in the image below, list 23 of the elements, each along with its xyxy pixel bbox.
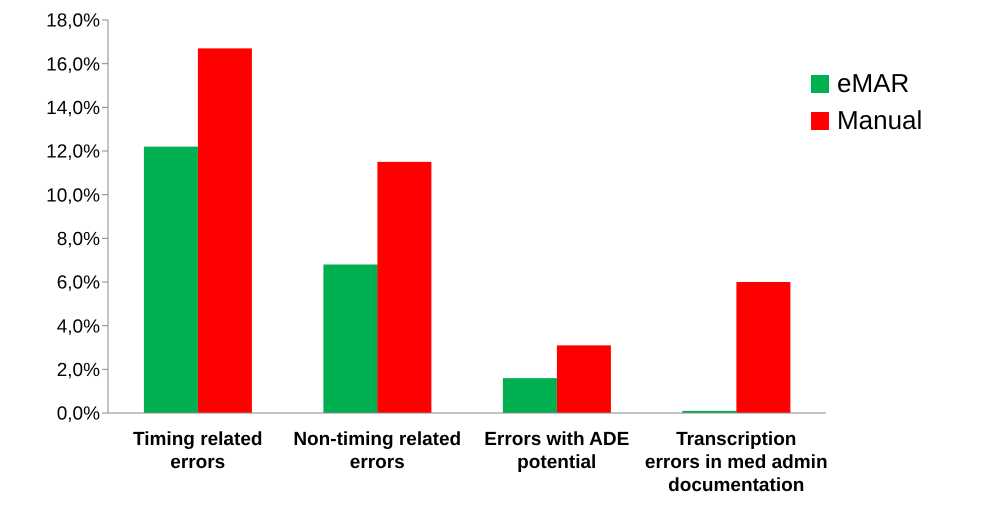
bar — [736, 282, 790, 413]
bar — [198, 48, 252, 413]
y-tick-label: 2,0% — [56, 360, 100, 382]
x-tick-label: Non-timing related errors — [293, 429, 462, 473]
bar — [502, 378, 557, 413]
x-tick-label: Errors with ADE potential — [484, 429, 630, 473]
x-tick-label: Timing related errors — [132, 429, 263, 473]
y-tick-label: 0,0% — [56, 404, 100, 425]
legend-label: Manual — [837, 105, 922, 136]
bar — [323, 264, 378, 413]
legend-label: eMAR — [837, 68, 910, 99]
y-tick-label: 4,0% — [56, 316, 100, 338]
y-tick-label: 16,0% — [46, 54, 100, 76]
bar — [556, 345, 611, 413]
x-tick-label: Transcription errors in med admin documentation — [644, 429, 828, 496]
y-tick-label: 14,0% — [46, 98, 100, 120]
y-tick-label: 18,0% — [46, 10, 100, 32]
y-tick-label: 10,0% — [46, 185, 100, 206]
bar — [144, 146, 198, 413]
bar — [377, 162, 432, 413]
y-tick-label: 12,0% — [46, 142, 100, 163]
y-tick-label: 6,0% — [56, 272, 100, 294]
y-tick-label: 8,0% — [56, 229, 100, 250]
